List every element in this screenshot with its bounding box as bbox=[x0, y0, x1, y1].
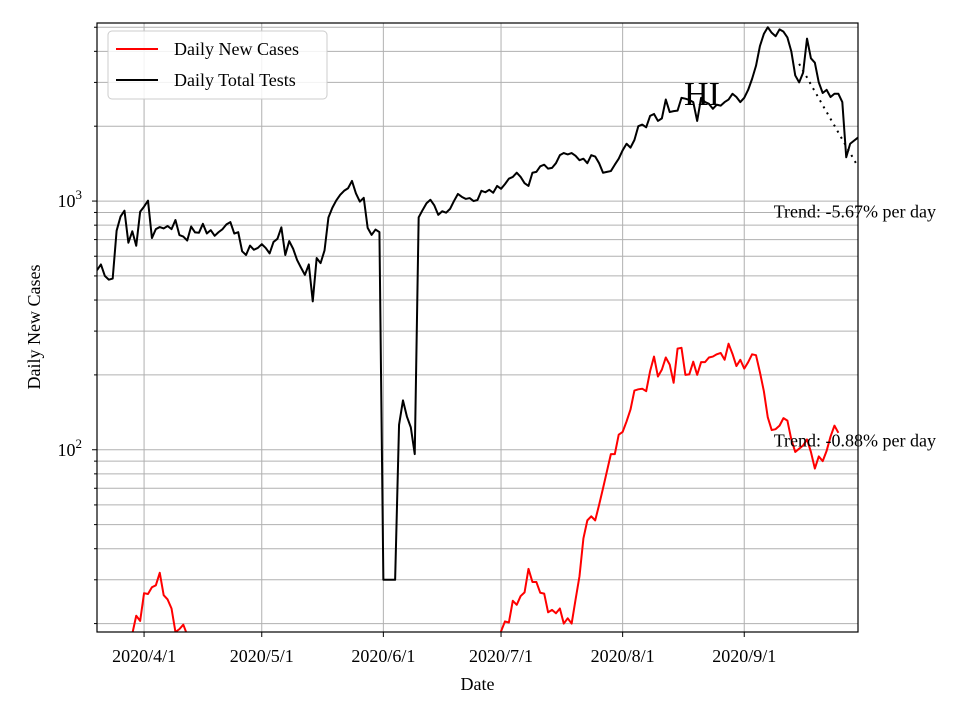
series-line-daily-new-cases bbox=[499, 342, 840, 632]
legend: Daily New Cases Daily Total Tests bbox=[107, 30, 328, 100]
trend-line-total-tests bbox=[798, 63, 858, 168]
x-tick-label: 2020/9/1 bbox=[712, 646, 776, 666]
plot-frame bbox=[96, 22, 859, 633]
y-tick-label-exponent: 3 bbox=[76, 187, 83, 202]
annotation-layer: Trend: -5.67% per day Trend: -0.88% per d… bbox=[774, 201, 936, 450]
trend-annotation-tests: Trend: -5.67% per day bbox=[774, 201, 936, 221]
y-tick-label-base: 10 bbox=[58, 191, 76, 211]
y-tick-label-base: 10 bbox=[58, 440, 76, 460]
legend-label-new-cases: Daily New Cases bbox=[174, 39, 299, 59]
x-tick-label: 2020/5/1 bbox=[230, 646, 294, 666]
chart-title-annotation: HI bbox=[684, 76, 720, 113]
y-tick-label: 102 bbox=[58, 436, 83, 460]
legend-label-total-tests: Daily Total Tests bbox=[174, 70, 296, 90]
series-layer bbox=[97, 26, 858, 632]
y-axis-label: Daily New Cases bbox=[24, 265, 44, 390]
legend-box bbox=[107, 30, 328, 100]
series-line-daily-total-tests bbox=[97, 26, 858, 581]
x-tick-label: 2020/8/1 bbox=[591, 646, 655, 666]
y-tick-label-exponent: 2 bbox=[76, 436, 83, 451]
x-tick-label: 2020/7/1 bbox=[469, 646, 533, 666]
x-axis-label: Date bbox=[461, 674, 495, 694]
grid-layer bbox=[97, 23, 858, 632]
x-tick-label: 2020/4/1 bbox=[112, 646, 176, 666]
series-line-daily-new-cases bbox=[131, 571, 188, 632]
trend-annotation-cases: Trend: -0.88% per day bbox=[774, 431, 936, 451]
x-tick-label: 2020/6/1 bbox=[351, 646, 415, 666]
y-tick-label: 103 bbox=[58, 187, 83, 211]
